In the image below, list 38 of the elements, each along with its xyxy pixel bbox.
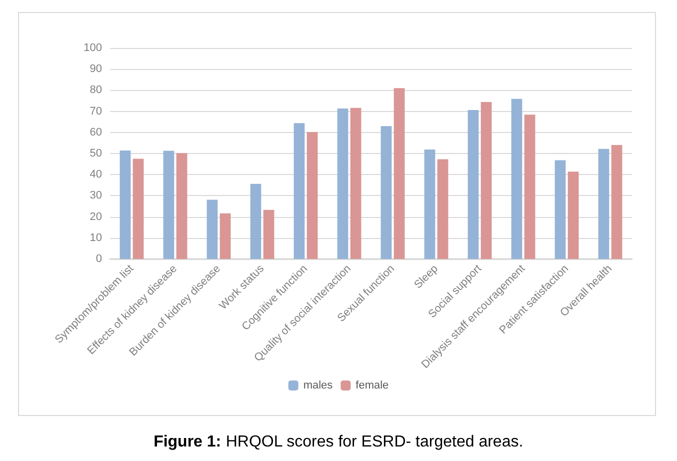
bar xyxy=(206,200,218,259)
y-tick-label: 60 xyxy=(90,126,102,138)
y-tick-label: 0 xyxy=(96,253,102,265)
legend-label: males xyxy=(303,380,334,392)
bar xyxy=(306,132,318,259)
y-tick-label: 20 xyxy=(90,210,102,223)
bar xyxy=(294,123,305,259)
legend-label: female xyxy=(356,380,389,392)
bar xyxy=(350,108,362,259)
y-tick-label: 90 xyxy=(90,63,102,76)
bar xyxy=(524,114,536,259)
bar xyxy=(220,213,231,259)
bar xyxy=(120,150,131,259)
bar xyxy=(480,102,492,259)
y-tick-label: 70 xyxy=(90,105,102,118)
bar xyxy=(132,158,144,259)
bar xyxy=(511,98,522,259)
y-tick-label: 50 xyxy=(90,148,102,160)
bar xyxy=(554,160,566,259)
bar xyxy=(394,88,405,259)
bar xyxy=(337,108,348,259)
y-tick-label: 80 xyxy=(90,84,102,96)
bar xyxy=(424,149,436,259)
y-tick-label: 100 xyxy=(84,42,102,54)
bar xyxy=(380,126,392,259)
bar xyxy=(176,153,188,259)
y-tick-label: 30 xyxy=(90,190,102,202)
y-tick-label: 40 xyxy=(90,168,102,181)
y-tick-label: 10 xyxy=(90,232,102,244)
bar xyxy=(163,150,174,259)
bar xyxy=(263,210,274,259)
bar xyxy=(568,172,579,259)
bar xyxy=(468,110,479,259)
text: Figure 1: HRQOL scores for ESRD- targeted areas. xyxy=(154,434,524,450)
bar xyxy=(250,184,262,259)
bar xyxy=(611,145,622,259)
bar xyxy=(437,159,448,259)
bar xyxy=(598,148,610,259)
